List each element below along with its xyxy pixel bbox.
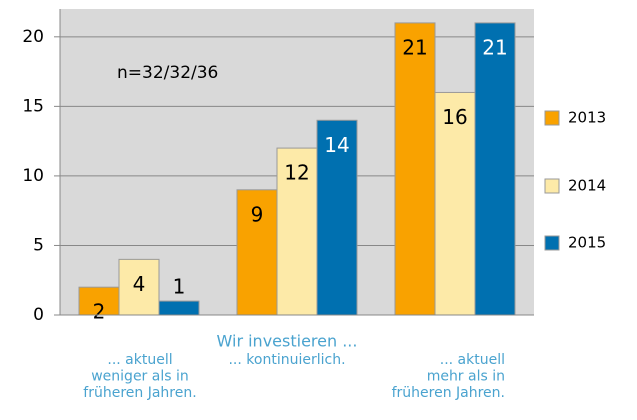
bar — [158, 300, 200, 316]
y-tick-label: 10 — [22, 166, 44, 186]
value-label: 21 — [402, 35, 427, 59]
value-label: 16 — [442, 105, 467, 129]
value-label: 12 — [284, 161, 309, 185]
bar — [434, 91, 476, 316]
legend-label: 2014 — [568, 177, 606, 195]
value-label: 1 — [173, 275, 186, 299]
bar — [236, 189, 278, 316]
value-label: 9 — [251, 202, 264, 226]
value-label: 2 — [93, 300, 106, 324]
y-tick-label: 0 — [33, 305, 44, 325]
value-label: 21 — [482, 35, 507, 59]
x-tick-label: ... kontinuierlich. — [228, 352, 345, 368]
bar — [474, 22, 516, 316]
y-tick-label: 15 — [22, 96, 44, 116]
value-label: 14 — [324, 133, 349, 157]
bar — [316, 119, 358, 316]
annotation: n=32/32/36 — [117, 63, 218, 83]
x-tick-label: ... aktuell mehr als in früheren Jahren. — [392, 352, 505, 401]
legend-label: 2015 — [568, 234, 606, 252]
bar — [394, 22, 436, 316]
legend-swatch — [544, 178, 560, 194]
x-axis-label: Wir investieren ... — [217, 332, 358, 351]
bar — [118, 258, 160, 316]
legend-swatch — [544, 235, 560, 251]
x-tick-label: ... aktuell weniger als in früheren Jahren… — [83, 352, 196, 401]
legend-label: 2013 — [568, 109, 606, 127]
value-label: 4 — [133, 272, 146, 296]
y-tick-label: 20 — [22, 27, 44, 47]
y-tick-label: 5 — [33, 235, 44, 255]
legend-swatch — [544, 110, 560, 126]
